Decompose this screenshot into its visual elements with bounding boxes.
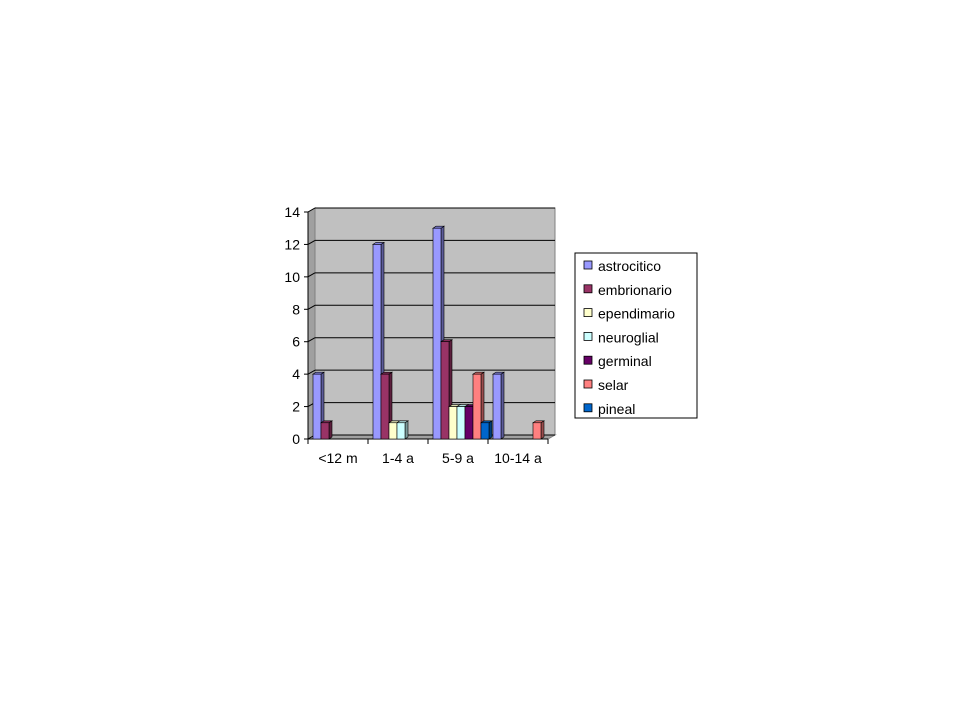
legend-label: astrocitico — [598, 258, 661, 274]
bar — [492, 371, 505, 440]
legend-label: neuroglial — [598, 329, 659, 345]
bar-face — [532, 422, 542, 440]
bar-face — [380, 373, 390, 440]
legend-swatch — [583, 284, 593, 294]
legend-label: selar — [598, 377, 629, 393]
bar — [532, 420, 545, 440]
legend-swatch — [583, 379, 593, 389]
gridline-side — [307, 304, 316, 310]
bar-face — [492, 373, 502, 440]
bar-side — [488, 420, 493, 440]
y-tick-label: 0 — [292, 431, 300, 447]
legend-box — [574, 252, 698, 419]
gridline-side — [307, 369, 316, 375]
x-tick-label: <12 m — [318, 450, 357, 466]
bar-face — [320, 422, 330, 440]
bars — [312, 225, 545, 440]
legend-label: embrionario — [598, 282, 672, 298]
legend-label: ependimario — [598, 306, 675, 322]
bar-face — [432, 227, 442, 440]
bar-face — [464, 406, 474, 440]
legend-label: germinal — [598, 353, 652, 369]
gridline-side — [307, 272, 316, 278]
y-tick-label: 4 — [292, 366, 300, 382]
plot-area — [306, 207, 557, 440]
legend-swatch — [583, 331, 593, 341]
bar-face — [396, 422, 406, 440]
legend: astrocitico embrionario ependimario neurogl… — [574, 252, 698, 419]
x-tick-label: 1-4 a — [382, 450, 414, 466]
y-tick-label: 14 — [284, 204, 300, 220]
gridline-side — [307, 239, 316, 245]
legend-swatch — [583, 308, 593, 318]
plot-floor — [306, 434, 557, 440]
bar-face — [372, 244, 382, 440]
bar-side — [500, 371, 505, 440]
bar-side — [328, 420, 333, 440]
bar-face — [388, 422, 398, 440]
legend-label: pineal — [598, 401, 635, 417]
bar-face — [472, 373, 482, 440]
y-tick-label: 10 — [284, 269, 300, 285]
x-tick-label: 10-14 a — [494, 450, 542, 466]
x-tick-label: 5-9 a — [442, 450, 474, 466]
y-tick-label: 8 — [292, 301, 300, 317]
bar-face — [456, 406, 466, 440]
bar — [396, 420, 409, 440]
gridline-side — [307, 337, 316, 343]
axes: 0 2 4 6 8 10 12 14 <12 m 1-4 a 5-9 a 10-14 a — [284, 204, 549, 466]
legend-swatch — [583, 260, 593, 270]
bar-side — [540, 420, 545, 440]
legend-swatch — [583, 403, 593, 413]
bar-side — [404, 420, 409, 440]
bar-face — [440, 341, 450, 440]
bar — [320, 420, 333, 440]
bar — [480, 420, 493, 440]
gridline-side — [307, 207, 316, 213]
y-tick-label: 12 — [284, 236, 300, 252]
y-tick-label: 6 — [292, 334, 300, 350]
bar-face — [312, 373, 322, 440]
y-tick-label: 2 — [292, 399, 300, 415]
bar-face — [480, 422, 490, 440]
bar-face — [448, 406, 458, 440]
legend-swatch — [583, 355, 593, 365]
